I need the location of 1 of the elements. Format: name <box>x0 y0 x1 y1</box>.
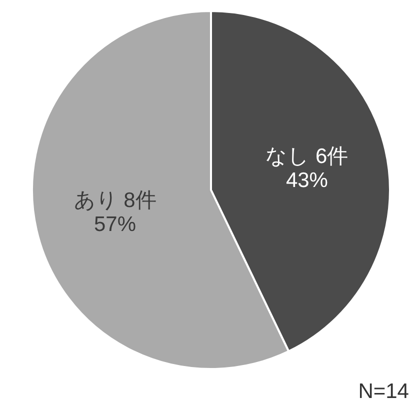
annotation: N=14 <box>358 380 409 403</box>
